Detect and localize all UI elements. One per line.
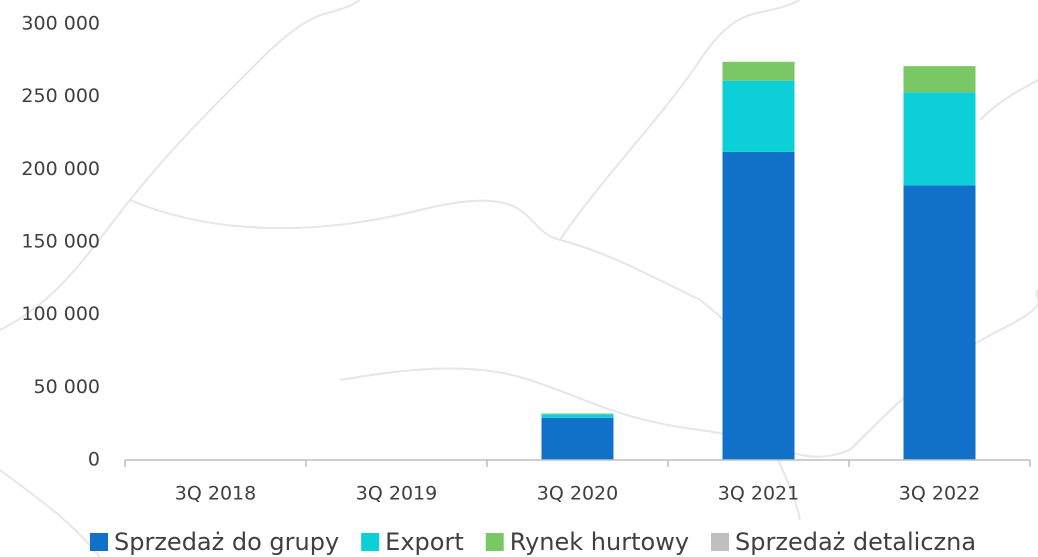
legend-swatch bbox=[485, 533, 504, 551]
y-tick-label: 150 000 bbox=[21, 231, 100, 253]
y-tick-label: 0 bbox=[88, 449, 100, 471]
x-tick-label: 3Q 2018 bbox=[175, 483, 256, 505]
bar-segment bbox=[722, 151, 795, 461]
y-tick-label: 200 000 bbox=[21, 158, 100, 180]
bar-segment bbox=[541, 413, 614, 415]
y-tick-label: 300 000 bbox=[21, 13, 100, 35]
y-tick-label: 100 000 bbox=[21, 303, 100, 325]
legend-label: Sprzedaż do grupy bbox=[114, 528, 339, 556]
y-tick-label: 250 000 bbox=[21, 85, 100, 107]
x-tick-label: 3Q 2020 bbox=[537, 483, 618, 505]
x-tick-label: 3Q 2019 bbox=[356, 483, 437, 505]
bar-segment bbox=[541, 414, 614, 418]
bar-segment bbox=[903, 185, 976, 460]
legend-swatch bbox=[361, 533, 380, 551]
x-tick-label: 3Q 2021 bbox=[718, 483, 799, 505]
bar-segment bbox=[903, 66, 976, 93]
bar-segment bbox=[722, 61, 795, 81]
bar-segment bbox=[541, 417, 614, 460]
legend-label: Sprzedaż detaliczna bbox=[735, 528, 976, 556]
legend-label: Rynek hurtowy bbox=[510, 528, 689, 556]
bar-segment bbox=[903, 92, 976, 186]
legend-label: Export bbox=[385, 528, 464, 556]
bar-segment bbox=[722, 80, 795, 152]
x-tick-label: 3Q 2022 bbox=[899, 483, 980, 505]
legend-swatch bbox=[711, 533, 730, 551]
legend-swatch bbox=[90, 533, 108, 551]
y-tick-label: 50 000 bbox=[34, 376, 100, 398]
